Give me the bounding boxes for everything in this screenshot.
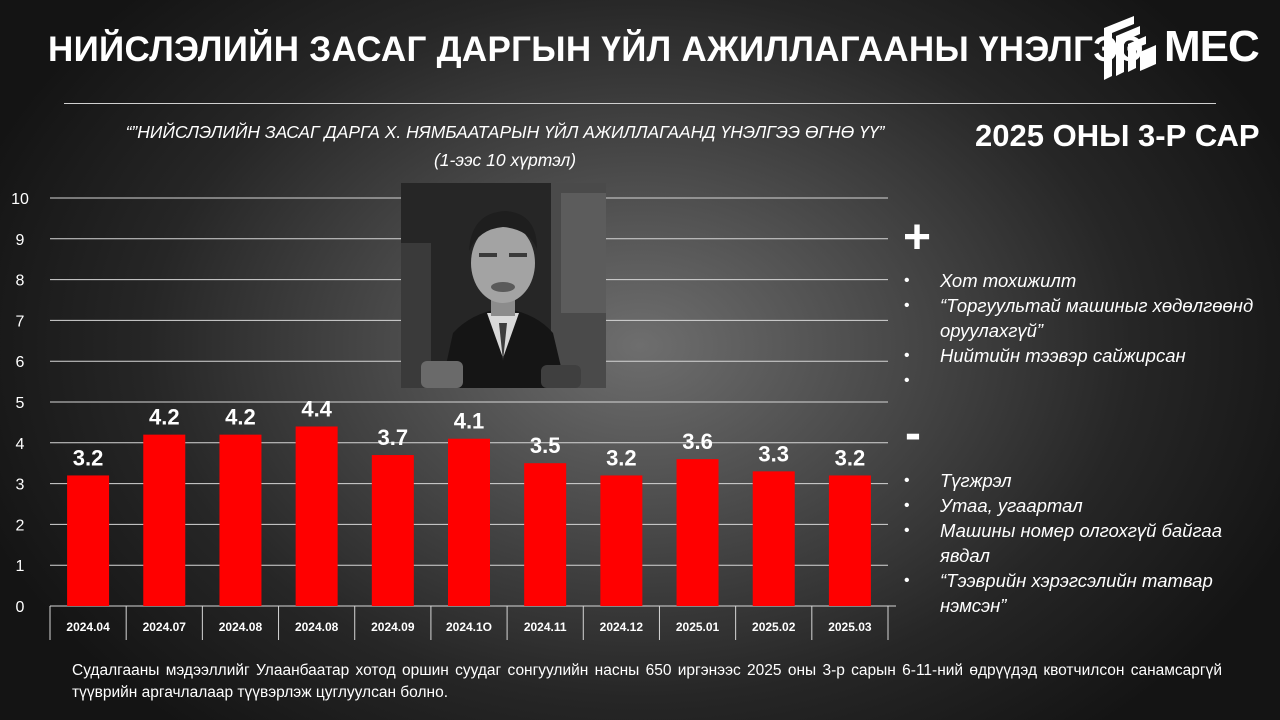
mayor-portrait-photo (401, 183, 606, 388)
bar-value-label: 4.4 (301, 396, 332, 421)
bar (752, 471, 795, 606)
negative-item: Утаа, угаартал (904, 493, 1276, 518)
negative-item: Түгжрэл (904, 468, 1276, 493)
header-divider (64, 103, 1216, 104)
x-tick-label: 2025.01 (676, 620, 720, 634)
y-tick-label: 9 (16, 232, 25, 249)
negative-item: “Тээврийн хэрэгсэлийн татвар нэмсэн” (904, 568, 1276, 618)
positives-sign: + (903, 211, 932, 264)
bar-value-label: 3.2 (73, 445, 104, 470)
x-tick-label: 2024.07 (143, 620, 187, 634)
x-tick-label: 2024.11 (524, 620, 567, 634)
x-tick-label: 2024.08 (219, 620, 263, 634)
y-tick-label: 3 (16, 477, 25, 494)
y-tick-label: 4 (16, 436, 25, 453)
x-tick-label: 2024.04 (66, 620, 110, 634)
survey-period: 2025 ОНЫ 3-Р САР (975, 118, 1260, 153)
methodology-note: Судалгааны мэдээллийг Улаанбаатар хотод … (72, 662, 1222, 701)
negative-item: Машины номер олгохгүй байгаа явдал (904, 518, 1276, 568)
negatives-sign: - (905, 407, 921, 460)
positive-item: Нийтийн тээвэр сайжирсан (904, 343, 1276, 368)
bar-value-label: 4.2 (149, 405, 180, 430)
bar (143, 434, 186, 606)
bar (524, 463, 567, 606)
bar (600, 475, 643, 606)
bar (219, 434, 262, 606)
x-tick-label: 2024.08 (295, 620, 339, 634)
scale-note: (1-ээс 10 хүртэл) (433, 150, 577, 170)
bar-value-label: 3.6 (682, 429, 713, 454)
x-tick-label: 2025.03 (828, 620, 872, 634)
bar (828, 475, 871, 606)
x-tick-label: 2024.12 (600, 620, 644, 634)
bar (448, 438, 490, 606)
bar-value-label: 3.5 (530, 433, 561, 458)
x-tick-label: 2024.09 (371, 620, 415, 634)
x-tick-label: 2024.1O (446, 620, 492, 634)
bar (371, 455, 414, 606)
y-tick-label: 0 (16, 599, 25, 616)
logo-text: MEC (1164, 22, 1260, 71)
bar-value-label: 4.1 (454, 409, 485, 434)
portrait-image (401, 183, 606, 388)
y-tick-label: 7 (16, 313, 25, 330)
bar (676, 459, 719, 606)
positive-item: Хот тохижилт (904, 268, 1276, 293)
survey-question: “”НИЙСЛЭЛИЙН ЗАСАГ ДАРГА Х. НЯМБААТАРЫН … (125, 122, 885, 142)
bar-value-label: 3.3 (758, 441, 789, 466)
bar (67, 475, 110, 606)
y-tick-label: 10 (11, 191, 29, 208)
y-tick-label: 2 (16, 517, 25, 534)
bar-value-label: 3.7 (378, 425, 409, 450)
mec-logo: MEC (1100, 14, 1265, 82)
y-tick-label: 5 (16, 395, 25, 412)
y-tick-label: 8 (16, 273, 25, 290)
x-tick-label: 2025.02 (752, 620, 796, 634)
negatives-list: Түгжрэл Утаа, угаартал Машины номер олго… (904, 468, 1276, 618)
bar-value-label: 3.2 (835, 445, 866, 470)
page-title: НИЙСЛЭЛИЙН ЗАСАГ ДАРГЫН ҮЙЛ АЖИЛЛАГААНЫ … (48, 30, 1144, 69)
logo-mark-icon (1104, 16, 1156, 80)
bar (295, 426, 338, 606)
y-tick-label: 1 (16, 558, 25, 575)
positives-list: Хот тохижилт “Торгуультай машиныг хөдөлг… (904, 268, 1276, 393)
bar-value-label: 3.2 (606, 445, 637, 470)
bar-value-label: 4.2 (225, 405, 256, 430)
positive-item: “Торгуультай машиныг хөдөлгөөнд оруулахг… (904, 293, 1276, 343)
y-tick-label: 6 (16, 354, 25, 371)
